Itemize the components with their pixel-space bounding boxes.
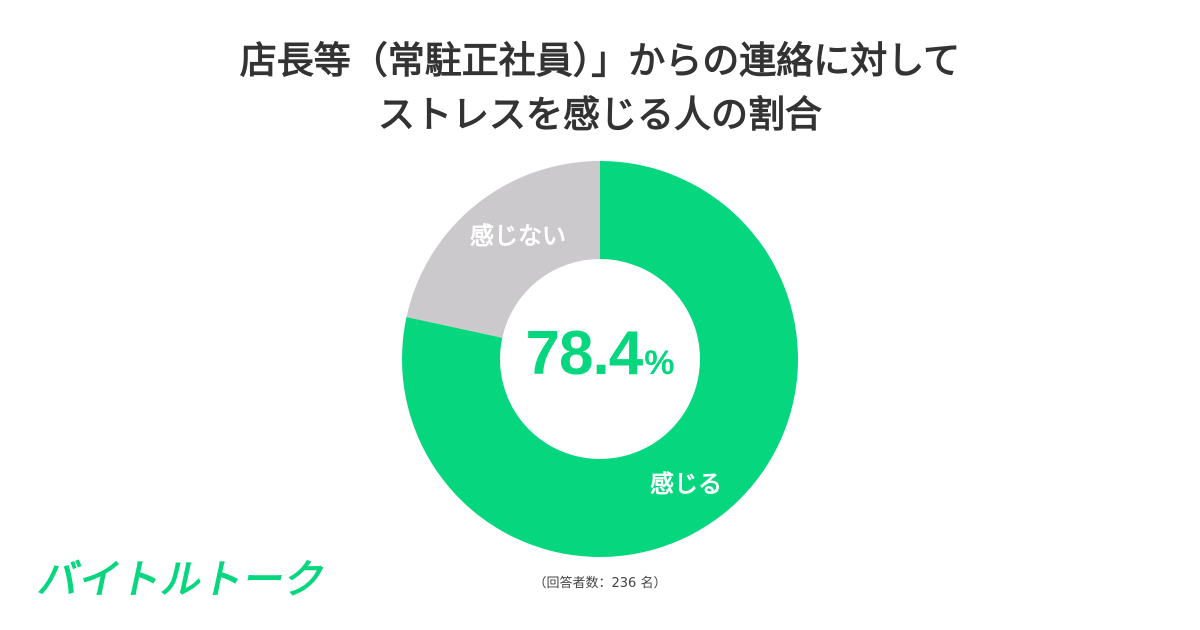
center-percentage-value: 78.4 [525, 319, 644, 388]
respondent-count-note: （回答者数：236 名） [533, 576, 667, 591]
slice-label-feel-stress: 感じる [650, 470, 722, 498]
brand-logo: バイトルトーク [34, 557, 331, 603]
slice-label-no-stress: 感じない [470, 222, 566, 250]
chart-title-line-1: 店長等（常駐正社員）」からの連絡に対して [239, 39, 961, 82]
center-percentage: 78.4% [500, 322, 700, 395]
slice-feel-stress [402, 161, 798, 557]
chart-title: 店長等（常駐正社員）」からの連絡に対して ストレスを感じる人の割合 [0, 34, 1200, 142]
center-percentage-unit: % [644, 344, 675, 382]
slice-no-stress [406, 161, 600, 338]
chart-title-line-2: ストレスを感じる人の割合 [378, 93, 822, 136]
